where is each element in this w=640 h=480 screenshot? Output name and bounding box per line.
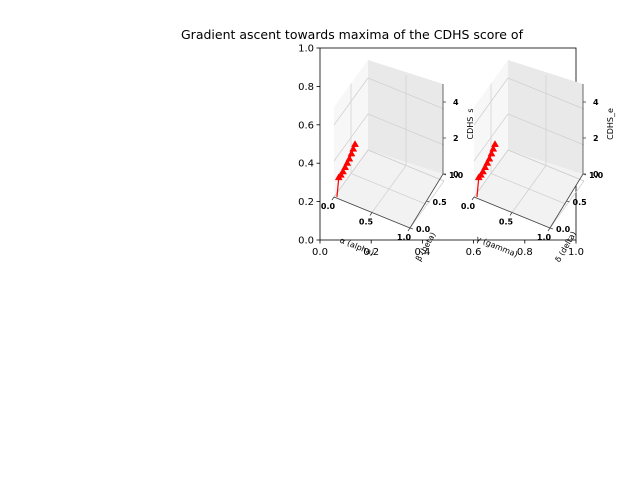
x-tick-mark [471, 196, 475, 201]
y-tick-label: 0.4 [298, 159, 314, 170]
x-tick-label: 0.2 [363, 247, 379, 258]
y-tick-label: 0.5 [433, 198, 448, 207]
x-tick-label: 0.5 [359, 218, 374, 227]
z-tick-label: 0 [453, 170, 459, 179]
x-tick-mark [407, 227, 411, 232]
x-tick-label: 1.0 [537, 233, 552, 242]
x-axis-label: α (alpha) [338, 236, 375, 258]
ascent-path-marker [351, 140, 359, 147]
x-tick-label: 1.0 [568, 247, 584, 258]
ascent-path-marker [487, 149, 496, 157]
ascent-path-marker [476, 170, 485, 178]
x-tick-label: 1.0 [397, 233, 412, 242]
background-axes: 0.0 0.2 0.4 0.6 0.8 1.0 0.0 0.2 0.4 0.6 0.8 1.0 [298, 44, 584, 259]
ascent-path-marker [347, 149, 356, 157]
ascent-path-marker [483, 159, 492, 166]
y-tick-label: 1.0 [449, 171, 464, 180]
ascent-path-marker [479, 167, 487, 175]
ascent-path-marker [345, 154, 354, 162]
ascent-path-marker [489, 144, 498, 152]
y-tick-label: 0.0 [416, 225, 431, 234]
z-tick-label: 0 [593, 170, 599, 179]
ascent-path-marker [339, 167, 347, 175]
floor-grid-line [511, 165, 547, 213]
y-tick-mark [426, 200, 430, 203]
y-tick-mark [409, 227, 414, 230]
x-tick-mark [509, 212, 513, 216]
ascent-path-marker [481, 163, 490, 171]
x-tick-mark [547, 227, 551, 232]
y-tick-label: 0.0 [298, 236, 314, 247]
x-tick-label: 0.4 [414, 247, 430, 258]
y-tick-label: 1.0 [298, 44, 314, 55]
y-tick-label: 0.6 [298, 120, 314, 131]
z-tick-label: 4 [453, 98, 459, 107]
z-tick-label: 2 [593, 134, 599, 143]
z-tick-label: 2 [453, 134, 459, 143]
ascent-path-marker [343, 159, 352, 166]
x-tick-mark [331, 196, 335, 201]
floor-grid-line [371, 165, 407, 213]
z-axis-label: CDHS_e [606, 108, 615, 140]
ascent-path-marker [349, 144, 358, 152]
x-tick-label: 0.0 [312, 247, 328, 258]
y-tick-label: 0.8 [298, 82, 314, 93]
back-pane [508, 60, 583, 174]
floor-grid-line [409, 180, 445, 229]
chart-title: Gradient ascent towards maxima of the CD… [181, 27, 524, 42]
ascent-path-marker [491, 140, 499, 147]
x-tick-mark [369, 212, 373, 216]
x-tick-label: 0.0 [461, 202, 476, 211]
back-pane [368, 60, 443, 174]
y-tick-mark [549, 227, 554, 230]
y-tick-mark [566, 200, 570, 203]
y-tick-label: 1.0 [589, 171, 604, 180]
x-tick-label: 0.6 [466, 247, 482, 258]
y-tick-label: 0.2 [298, 197, 314, 208]
x-tick-label: 0.8 [517, 247, 533, 258]
z-axis-label: CDHS_s [466, 108, 475, 139]
x-tick-label: 0.0 [321, 202, 336, 211]
z-tick-label: 4 [593, 98, 599, 107]
ascent-path-marker [341, 163, 350, 171]
ascent-path-marker [336, 170, 345, 178]
ascent-path-marker [485, 154, 494, 162]
y-tick-label: 0.0 [556, 225, 571, 234]
floor-grid-line [549, 180, 585, 229]
x-tick-label: 0.5 [499, 218, 514, 227]
y-tick-label: 0.5 [573, 198, 588, 207]
